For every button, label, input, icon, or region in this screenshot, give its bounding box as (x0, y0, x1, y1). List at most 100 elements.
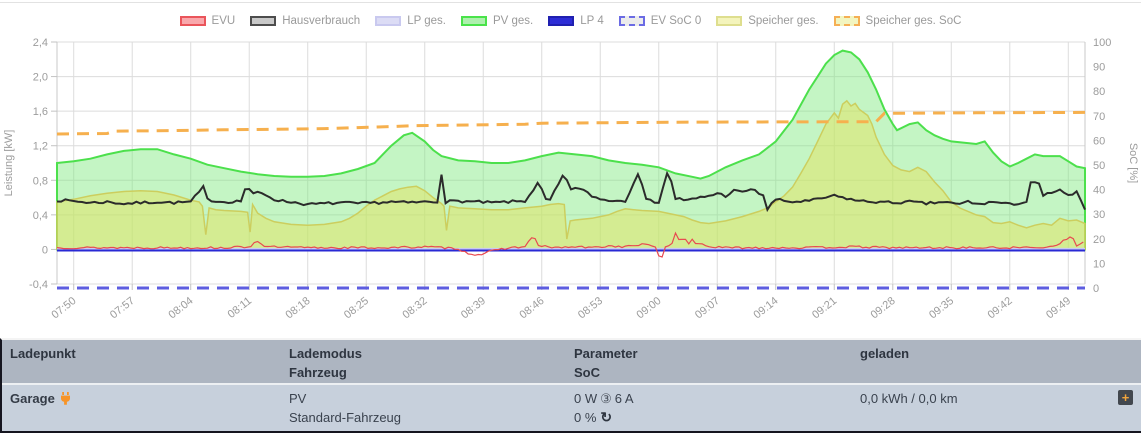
legend-item-7[interactable]: Speicher ges. SoC (833, 15, 962, 27)
svg-text:Leistung [kW]: Leistung [kW] (3, 130, 15, 197)
svg-text:0,8: 0,8 (33, 175, 48, 187)
header-geladen: geladen (852, 340, 1107, 383)
soc-value: 0 % (574, 410, 597, 425)
legend-item-6[interactable]: Speicher ges. (716, 15, 819, 27)
refresh-soc-icon[interactable]: ↻ (600, 409, 613, 425)
svg-text:09:14: 09:14 (752, 295, 781, 321)
header-soc-label: SoC (574, 365, 600, 380)
svg-text:-0,4: -0,4 (29, 279, 48, 291)
svg-text:0: 0 (1093, 283, 1099, 295)
svg-text:80: 80 (1093, 86, 1105, 98)
power-soc-chart: 2,42,01,61,20,80,40-0,410090807060504030… (3, 37, 1139, 321)
current-value: 6 A (614, 391, 634, 406)
svg-text:07:50: 07:50 (49, 295, 78, 321)
svg-text:08:53: 08:53 (576, 295, 605, 321)
svg-text:1,2: 1,2 (33, 141, 48, 153)
svg-text:2,0: 2,0 (33, 72, 48, 84)
svg-text:2,4: 2,4 (33, 37, 48, 49)
chargepoint-name: Garage (10, 391, 55, 406)
geladen-value: 0,0 kWh / 0,0 km (860, 391, 958, 406)
header-parameter-soc: Parameter SoC (566, 340, 852, 383)
svg-text:09:21: 09:21 (810, 295, 839, 321)
legend-label: LP ges. (407, 15, 446, 27)
svg-text:SoC [%]: SoC [%] (1127, 143, 1139, 183)
cell-lademodus-fahrzeug: PV Standard-Fahrzeug (281, 385, 566, 431)
svg-text:07:57: 07:57 (108, 295, 137, 321)
svg-text:09:28: 09:28 (869, 295, 898, 321)
header-ladepunkt-label: Ladepunkt (10, 346, 76, 361)
header-ladepunkt: Ladepunkt (2, 340, 281, 383)
lademodus-value: PV (289, 391, 307, 406)
legend-swatch-icon (833, 16, 860, 26)
svg-text:09:35: 09:35 (927, 295, 956, 321)
header-geladen-label: geladen (860, 346, 910, 361)
legend-swatch-icon (179, 16, 206, 26)
header-parameter-label: Parameter (574, 346, 638, 361)
svg-text:08:46: 08:46 (518, 295, 547, 321)
svg-text:0,4: 0,4 (33, 210, 48, 222)
svg-text:40: 40 (1093, 185, 1105, 197)
svg-text:08:04: 08:04 (166, 295, 195, 321)
legend-label: EVU (211, 15, 236, 27)
series-Hausverbrauch (56, 170, 1086, 213)
soc-value-line: 0 % ↻ (574, 408, 852, 427)
svg-text:08:11: 08:11 (226, 295, 254, 321)
legend-item-1[interactable]: Hausverbrauch (250, 15, 360, 27)
legend-label: Hausverbrauch (282, 15, 361, 27)
legend-item-4[interactable]: LP 4 (548, 15, 604, 27)
legend-swatch-icon (375, 16, 402, 26)
legend-swatch-icon (250, 16, 277, 26)
legend-item-3[interactable]: PV ges. (460, 15, 534, 27)
legend-item-0[interactable]: EVU (179, 15, 236, 27)
panel-top-border (0, 2, 1141, 3)
power-value: 0 W (574, 391, 598, 406)
series-EVU (56, 231, 1084, 258)
cell-ladepunkt: Garage (2, 385, 281, 431)
fahrzeug-value: Standard-Fahrzeug (289, 410, 402, 425)
expand-chargepoint-button[interactable]: + (1118, 390, 1133, 405)
legend-swatch-icon (548, 16, 575, 26)
svg-text:09:49: 09:49 (1044, 295, 1073, 321)
svg-text:70: 70 (1093, 111, 1105, 123)
plug-icon (60, 391, 71, 410)
header-lademodus-label: Lademodus (289, 346, 362, 361)
chargepoint-table: Ladepunkt Lademodus Fahrzeug Parameter S… (0, 338, 1141, 433)
svg-text:08:18: 08:18 (283, 295, 312, 321)
header-lademodus-fahrzeug: Lademodus Fahrzeug (281, 340, 566, 383)
legend-label: PV ges. (492, 15, 534, 27)
legend-item-5[interactable]: EV SoC 0 (618, 15, 702, 27)
header-fahrzeug-label: Fahrzeug (289, 365, 347, 380)
svg-text:20: 20 (1093, 234, 1105, 246)
svg-text:60: 60 (1093, 135, 1105, 147)
svg-text:08:25: 08:25 (342, 295, 371, 321)
phases-icon: ③ (600, 391, 612, 406)
chart-legend: EVU Hausverbrauch LP ges. PV ges. LP 4 EV SoC… (0, 15, 1141, 27)
legend-swatch-icon (618, 16, 645, 26)
svg-text:0: 0 (42, 244, 48, 256)
legend-label: LP 4 (580, 15, 604, 27)
legend-item-2[interactable]: LP ges. (375, 15, 446, 27)
svg-text:100: 100 (1093, 37, 1111, 49)
svg-text:09:00: 09:00 (635, 295, 664, 321)
svg-text:1,6: 1,6 (33, 106, 48, 118)
svg-text:10: 10 (1093, 258, 1105, 270)
cell-geladen: 0,0 kWh / 0,0 km (852, 385, 1107, 431)
table-header-row: Ladepunkt Lademodus Fahrzeug Parameter S… (2, 340, 1141, 385)
svg-text:50: 50 (1093, 160, 1105, 172)
legend-swatch-icon (460, 16, 487, 26)
svg-text:08:32: 08:32 (401, 295, 430, 321)
legend-label: EV SoC 0 (650, 15, 702, 27)
series-Speicher ges. SoC (56, 110, 1086, 136)
svg-text:09:42: 09:42 (986, 295, 1015, 321)
legend-label: Speicher ges. SoC (865, 15, 962, 27)
svg-text:30: 30 (1093, 209, 1105, 221)
svg-text:90: 90 (1093, 62, 1105, 74)
legend-label: Speicher ges. (748, 15, 819, 27)
svg-text:09:07: 09:07 (693, 295, 722, 321)
svg-text:08:39: 08:39 (459, 295, 488, 321)
legend-swatch-icon (716, 16, 743, 26)
